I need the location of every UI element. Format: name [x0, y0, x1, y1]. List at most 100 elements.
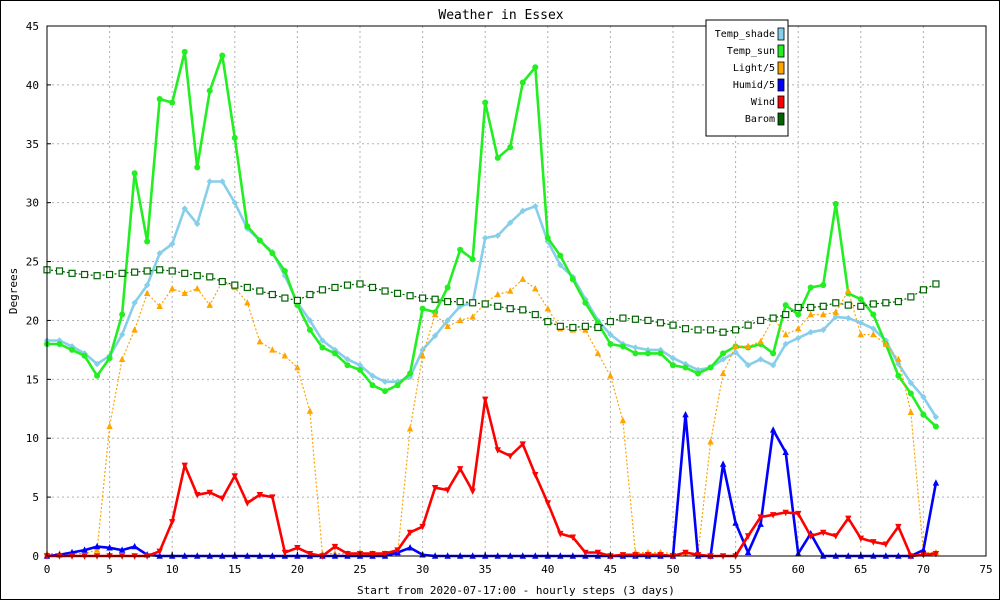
data-point	[206, 489, 213, 497]
data-point	[368, 283, 377, 292]
data-point	[619, 314, 627, 322]
series-temp-sun	[44, 48, 939, 430]
data-point	[619, 343, 626, 350]
data-point	[619, 552, 627, 559]
legend-label: Light/5	[733, 63, 775, 74]
legend-swatch	[777, 44, 785, 58]
data-point	[406, 529, 414, 537]
data-point	[81, 352, 88, 359]
data-point	[357, 366, 363, 373]
data-point	[607, 341, 614, 347]
data-point	[519, 207, 526, 215]
data-point	[557, 252, 564, 259]
data-point	[895, 372, 902, 379]
data-point	[807, 329, 814, 336]
x-tick-label: 20	[291, 563, 304, 576]
data-point	[769, 362, 777, 369]
y-axis-label: Degrees	[7, 268, 20, 314]
data-point	[556, 322, 564, 330]
data-point	[782, 330, 789, 338]
data-point	[319, 344, 326, 351]
data-point	[519, 79, 526, 86]
data-point	[206, 273, 214, 281]
data-point	[106, 544, 113, 551]
data-point	[807, 310, 814, 318]
legend-label: Humid/5	[733, 80, 775, 91]
data-point	[782, 448, 789, 456]
data-point	[169, 240, 176, 248]
data-point	[494, 447, 501, 454]
data-point	[118, 546, 126, 553]
data-point	[119, 311, 126, 318]
data-point	[594, 349, 602, 357]
data-point	[757, 316, 765, 325]
data-point	[845, 314, 852, 322]
data-point	[744, 548, 752, 556]
data-point	[695, 370, 702, 377]
data-point	[306, 326, 313, 333]
y-tick-label: 15	[26, 373, 39, 386]
data-point	[419, 352, 426, 359]
data-point	[206, 301, 213, 308]
data-point	[181, 269, 189, 277]
y-tick-label: 5	[32, 491, 39, 504]
data-point	[457, 246, 464, 253]
data-point	[732, 349, 739, 356]
data-point	[456, 466, 464, 473]
data-point	[244, 500, 251, 507]
data-point	[318, 286, 327, 294]
data-point	[369, 382, 376, 389]
data-point	[244, 299, 251, 306]
data-point	[507, 144, 514, 151]
data-point	[369, 372, 376, 379]
data-point	[707, 438, 714, 445]
data-point	[845, 287, 852, 294]
data-point	[81, 546, 88, 553]
data-point	[118, 331, 126, 338]
series-line	[46, 269, 937, 333]
data-point	[482, 234, 489, 242]
data-point	[870, 330, 877, 338]
data-point	[431, 332, 439, 339]
data-point	[820, 310, 827, 318]
data-point	[294, 545, 301, 552]
data-point	[168, 267, 176, 275]
legend-swatch	[777, 61, 785, 75]
data-point	[256, 287, 264, 295]
data-point	[757, 514, 764, 521]
data-point	[932, 413, 940, 421]
data-point	[394, 547, 401, 554]
data-point	[607, 372, 614, 379]
data-point	[481, 300, 489, 308]
data-point	[269, 494, 276, 501]
data-point	[494, 154, 501, 161]
series-barom	[43, 266, 940, 336]
data-point	[544, 500, 551, 507]
x-axis-label: Start from 2020-07-17:00 - hourly steps …	[357, 584, 675, 597]
data-point	[719, 369, 727, 377]
data-point	[782, 340, 789, 348]
legend-label: Temp_shade	[715, 29, 775, 40]
data-point	[632, 350, 639, 357]
y-tick-label: 40	[26, 79, 39, 92]
data-point	[306, 290, 314, 299]
data-point	[807, 284, 814, 291]
data-point	[344, 356, 351, 363]
data-point	[744, 321, 752, 329]
data-point	[331, 283, 339, 292]
data-point	[769, 314, 777, 322]
data-point	[819, 302, 827, 310]
data-point	[469, 256, 476, 263]
data-point	[256, 237, 263, 244]
data-point	[769, 426, 777, 433]
data-point	[857, 296, 864, 303]
data-point	[795, 324, 802, 332]
data-point	[907, 408, 915, 416]
data-point	[281, 549, 289, 557]
x-tick-label: 75	[979, 563, 992, 576]
y-tick-label: 45	[26, 20, 39, 33]
data-point	[569, 534, 577, 541]
data-point	[707, 364, 714, 371]
data-point	[507, 219, 514, 226]
data-point	[920, 411, 927, 418]
